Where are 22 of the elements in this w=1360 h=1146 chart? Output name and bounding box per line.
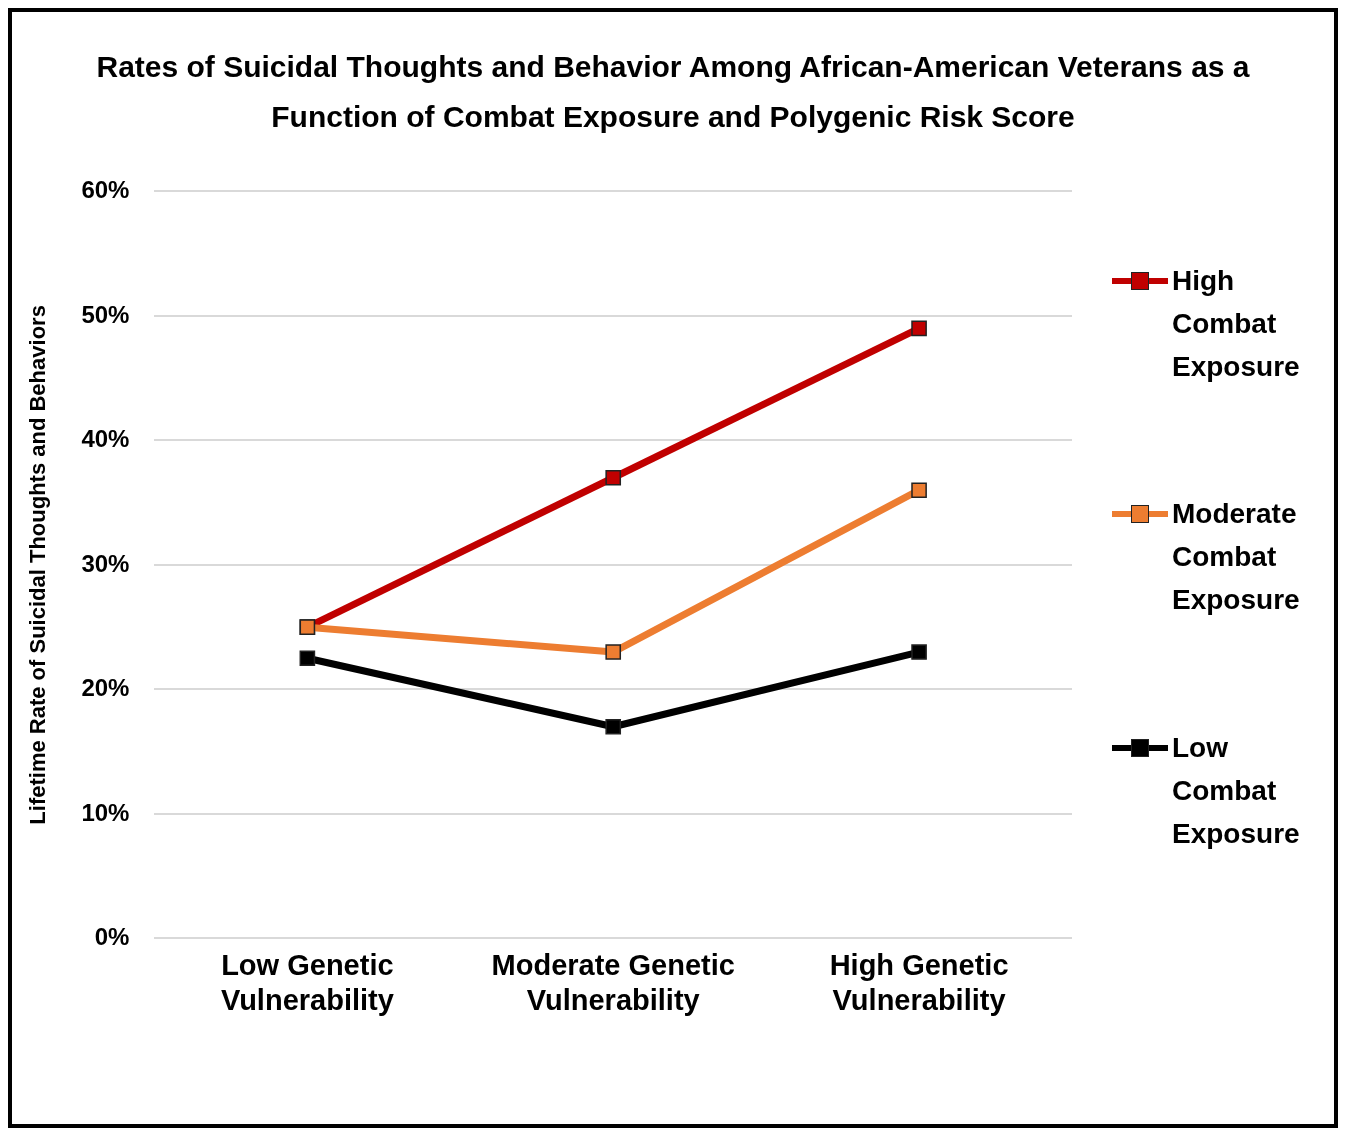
- legend-label: High Combat Exposure: [1172, 264, 1301, 385]
- point: [911, 320, 927, 337]
- point: [605, 644, 622, 660]
- legend-label: Low Combat Exposure: [1172, 730, 1301, 851]
- x-tick-label: Moderate Genetic Vulnerability: [491, 948, 735, 1016]
- point: [605, 718, 622, 735]
- x-tick-label: Low Genetic Vulnerability: [220, 948, 394, 1016]
- y-tick-label: 40%: [81, 425, 130, 453]
- y-tick-label: 60%: [81, 176, 130, 204]
- y-tick-label: 20%: [81, 674, 130, 702]
- y-tick-label: 0%: [94, 923, 130, 951]
- y-tick-label: 50%: [81, 300, 130, 328]
- point: [299, 650, 316, 667]
- point: [911, 482, 927, 499]
- chart-title: Rates of Suicidal Thoughts and Behavior Among African-American Veterans as a Function of Combat Exposure and Polygenic Risk Score: [95, 49, 1251, 135]
- x-tick-label: High Genetic Vulnerability: [829, 948, 1009, 1016]
- legend-label: Moderate Combat Exposure: [1172, 497, 1301, 618]
- y-tick-label: 30%: [81, 549, 130, 577]
- y-axis-title: Lifetime Rate of Suicidal Thoughts and Behaviors: [25, 305, 51, 825]
- point: [605, 469, 622, 486]
- y-tick-label: 10%: [81, 798, 130, 826]
- point: [911, 644, 927, 660]
